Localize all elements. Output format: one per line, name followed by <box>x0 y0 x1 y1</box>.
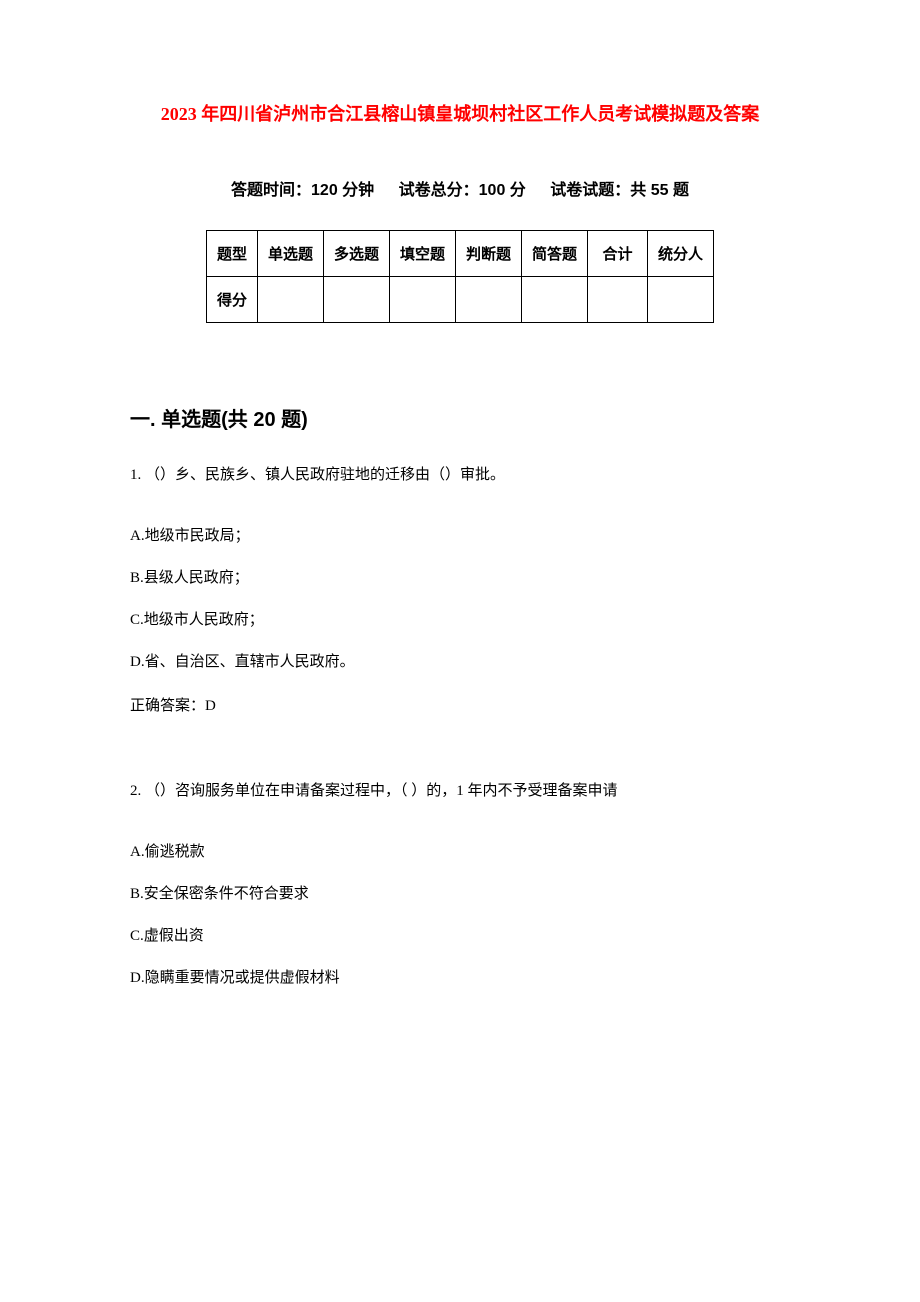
table-cell <box>648 277 714 323</box>
option-d: D.隐瞒重要情况或提供虚假材料 <box>130 966 790 990</box>
exam-total-score: 试卷总分：100 分 <box>399 182 526 199</box>
option-d: D.省、自治区、直辖市人民政府。 <box>130 650 790 674</box>
score-table: 题型 单选题 多选题 填空题 判断题 简答题 合计 统分人 得分 <box>206 230 714 323</box>
table-header-cell: 合计 <box>588 231 648 277</box>
table-cell <box>588 277 648 323</box>
question-body: （）咨询服务单位在申请备案过程中，（ ）的，1 年内不予受理备案申请 <box>145 783 618 799</box>
table-cell <box>389 277 455 323</box>
options-group: A.地级市民政局； B.县级人民政府； C.地级市人民政府； D.省、自治区、直… <box>130 524 790 674</box>
exam-time: 答题时间：120 分钟 <box>231 182 374 199</box>
question-number: 1. <box>130 467 141 483</box>
section-heading: 一. 单选题(共 20 题) <box>130 403 790 432</box>
table-header-cell: 统分人 <box>648 231 714 277</box>
table-header-cell: 填空题 <box>389 231 455 277</box>
table-cell <box>456 277 522 323</box>
question-number: 2. <box>130 783 141 799</box>
table-cell <box>257 277 323 323</box>
option-c: C.地级市人民政府； <box>130 608 790 632</box>
table-header-cell: 简答题 <box>522 231 588 277</box>
table-cell <box>323 277 389 323</box>
exam-info-row: 答题时间：120 分钟 试卷总分：100 分 试卷试题：共 55 题 <box>130 176 790 200</box>
table-header-cell: 单选题 <box>257 231 323 277</box>
table-cell <box>522 277 588 323</box>
table-header-cell: 多选题 <box>323 231 389 277</box>
question-text: 2. （）咨询服务单位在申请备案过程中，（ ）的，1 年内不予受理备案申请 <box>130 778 790 805</box>
option-b: B.县级人民政府； <box>130 566 790 590</box>
document-title: 2023 年四川省泸州市合江县榕山镇皇城坝村社区工作人员考试模拟题及答案 <box>130 100 790 126</box>
correct-answer: 正确答案：D <box>130 694 790 718</box>
option-c: C.虚假出资 <box>130 924 790 948</box>
question-body: （）乡、民族乡、镇人民政府驻地的迁移由（）审批。 <box>145 467 505 483</box>
table-row: 得分 <box>206 277 713 323</box>
table-header-cell: 判断题 <box>456 231 522 277</box>
option-b: B.安全保密条件不符合要求 <box>130 882 790 906</box>
table-row: 题型 单选题 多选题 填空题 判断题 简答题 合计 统分人 <box>206 231 713 277</box>
question-text: 1. （）乡、民族乡、镇人民政府驻地的迁移由（）审批。 <box>130 462 790 489</box>
table-header-cell: 题型 <box>206 231 257 277</box>
option-a: A.偷逃税款 <box>130 840 790 864</box>
table-cell: 得分 <box>206 277 257 323</box>
exam-question-count: 试卷试题：共 55 题 <box>550 182 689 199</box>
option-a: A.地级市民政局； <box>130 524 790 548</box>
options-group: A.偷逃税款 B.安全保密条件不符合要求 C.虚假出资 D.隐瞒重要情况或提供虚… <box>130 840 790 990</box>
